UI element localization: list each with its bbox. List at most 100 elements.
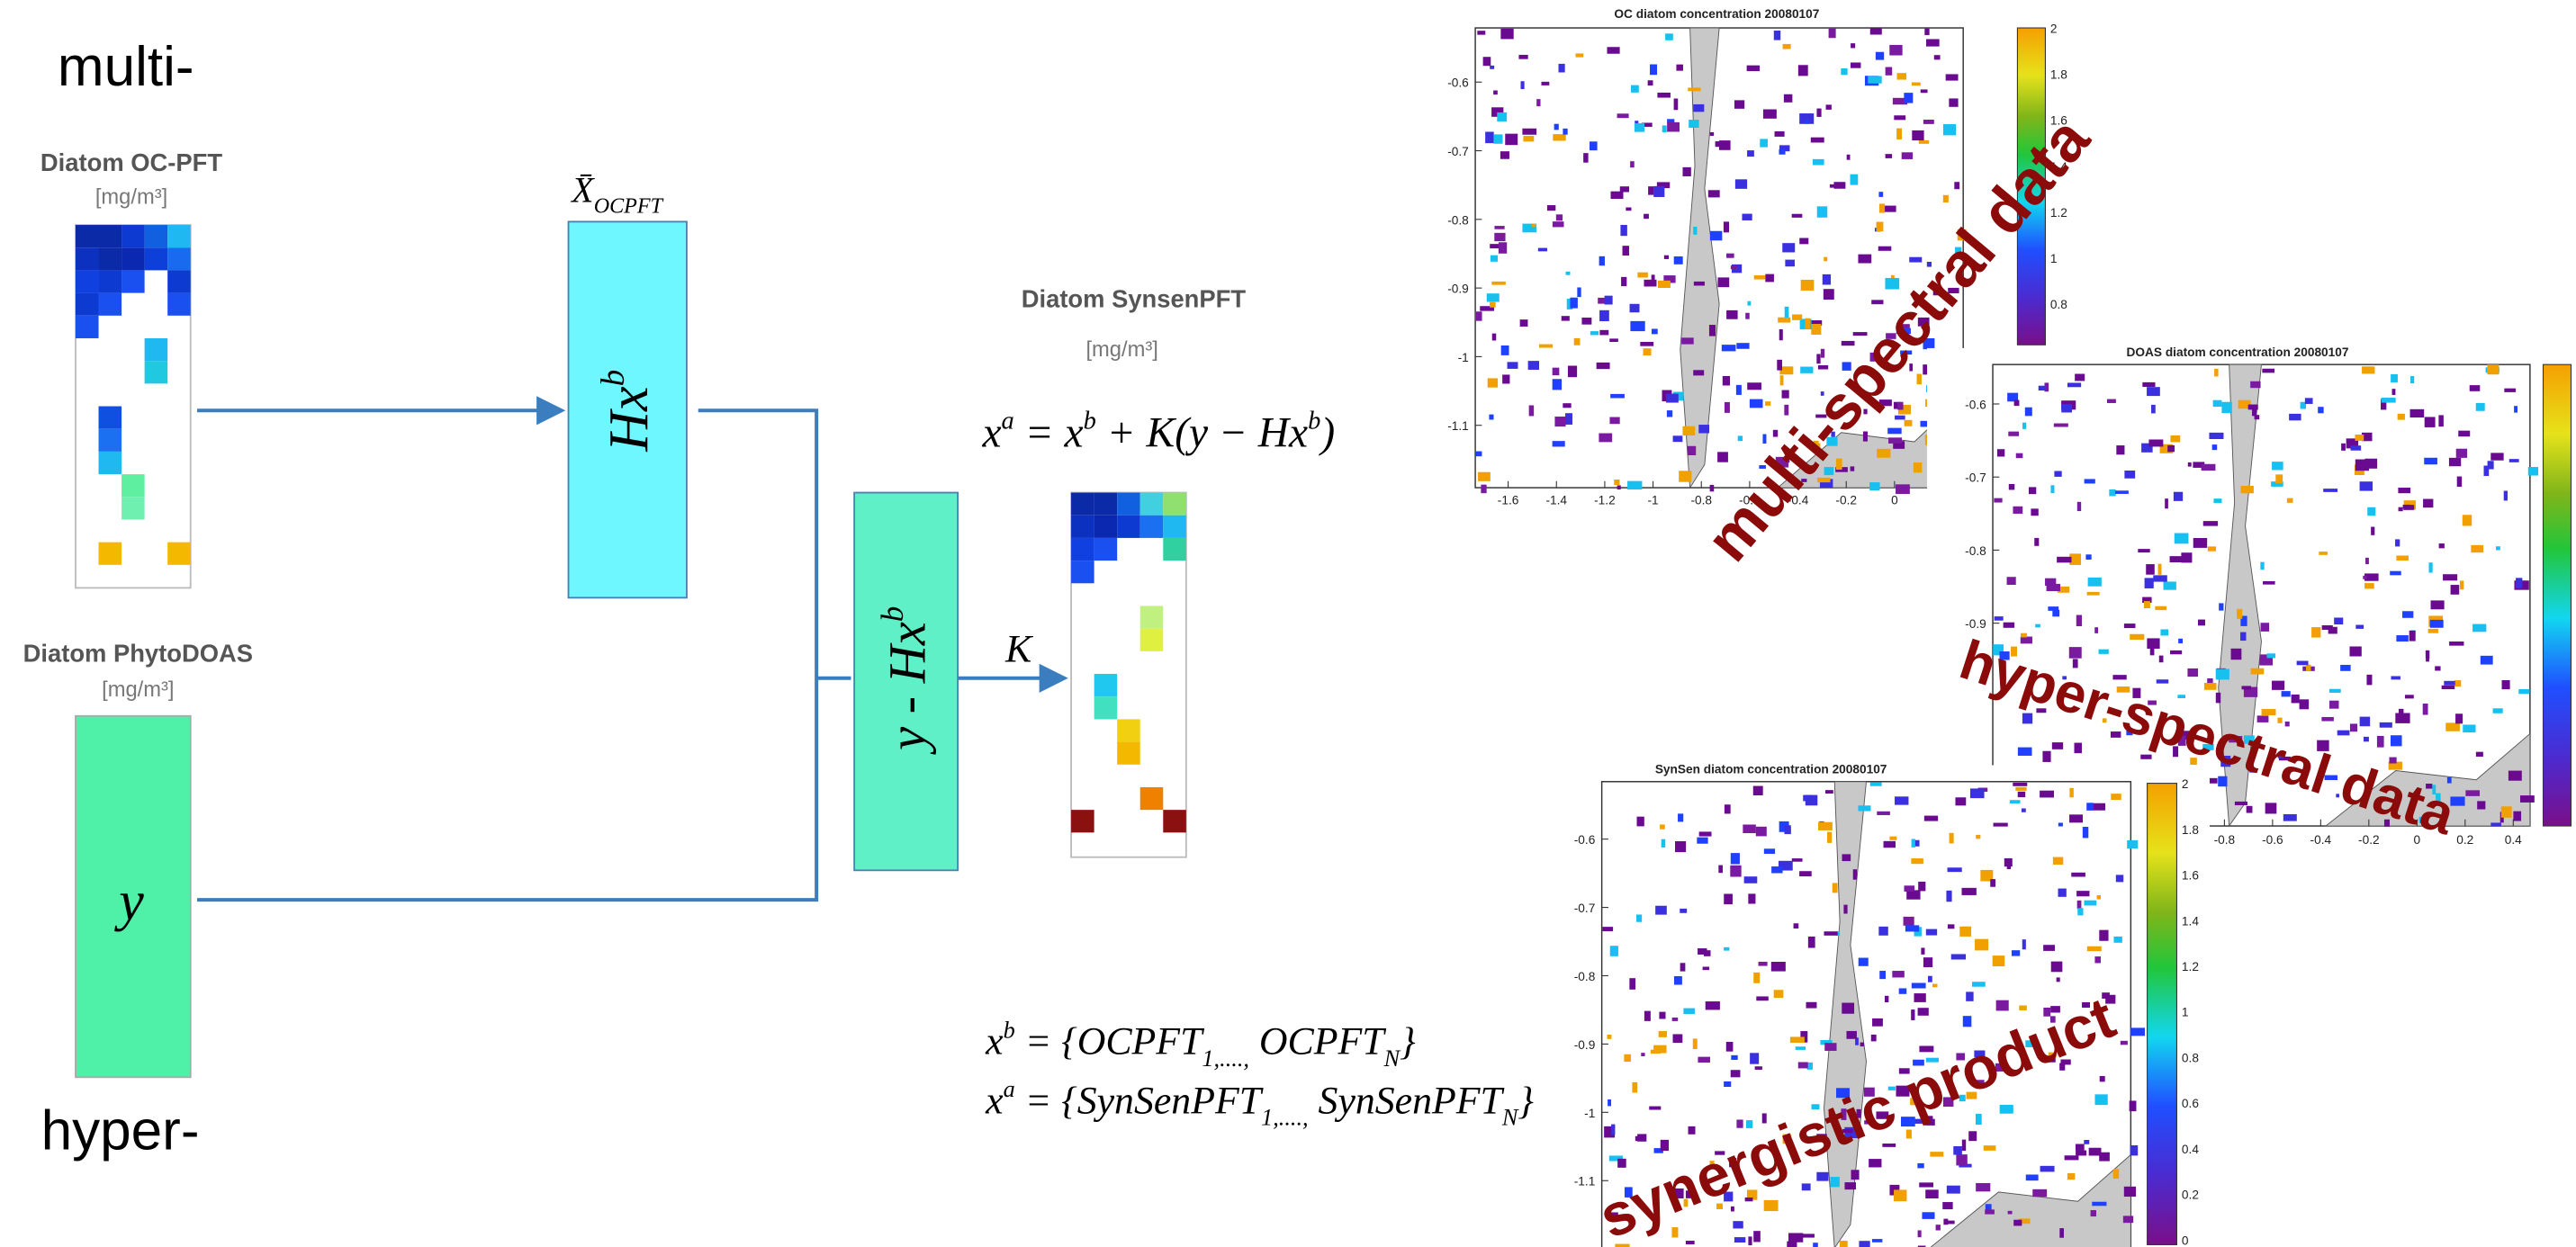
map-pixel: [1704, 950, 1711, 956]
panel-title: Diatom PhytoDOAS: [23, 640, 253, 668]
map-pixel: [1489, 301, 1496, 308]
map-pixel: [2397, 413, 2405, 420]
map-pixel: [1825, 104, 1832, 110]
map-pixel: [2402, 611, 2414, 618]
map-pixel: [1971, 1080, 1985, 1086]
map-pixel: [2324, 775, 2338, 781]
map-pixel: [1715, 1151, 1725, 1155]
map-pixel: [1895, 796, 1909, 805]
map-pixel: [1660, 824, 1665, 830]
map-pixel: [1913, 1059, 1924, 1066]
map-pixel: [2516, 578, 2523, 588]
map-pixel: [2109, 489, 2116, 497]
colorbar-label: 0.2: [2182, 1189, 2199, 1202]
map-pixel: [1749, 399, 1763, 408]
map-pixel: [1911, 82, 1921, 86]
map-pixel: [1680, 963, 1686, 972]
map-pixel: [1870, 1034, 1877, 1042]
map-pixel: [2304, 398, 2313, 404]
map-pixel: [2336, 794, 2340, 798]
map-pixel: [2067, 382, 2082, 388]
map-pixel: [2443, 574, 2458, 581]
map-pixel: [2050, 961, 2063, 973]
grid-cell: [75, 315, 99, 338]
map-pixel: [1878, 192, 1884, 197]
grid-cell: [75, 225, 99, 248]
map-pixel: [1541, 81, 1550, 85]
map-pixel: [2349, 646, 2362, 657]
map-pixel: [2379, 722, 2392, 728]
map-pixel: [1813, 443, 1821, 450]
map-pixel: [1835, 931, 1841, 936]
map-pixel: [2508, 459, 2519, 462]
map-pixel: [1999, 651, 2010, 660]
map-pixel: [1698, 831, 1712, 837]
map-pixel: [1831, 431, 1835, 437]
map-pixel: [2170, 435, 2181, 443]
math-part: 1,....,: [1202, 1045, 1249, 1072]
map-pixel: [1816, 354, 1821, 364]
map-pixel: [1779, 148, 1786, 155]
map-pixel: [1816, 1171, 1829, 1181]
map-pixel: [2007, 392, 2019, 402]
map-pixel: [2147, 387, 2160, 397]
grid-cell: [1139, 492, 1164, 516]
map-pixel: [1784, 404, 1789, 416]
map-pixel: [2147, 638, 2160, 649]
map-pixel: [1897, 401, 1904, 410]
map-pixel: [2496, 546, 2500, 551]
y-tick-label: -0.7: [1965, 471, 1986, 485]
colorbar-label: 2: [2050, 22, 2058, 36]
map-pixel: [2367, 507, 2376, 516]
map-pixel: [2110, 731, 2121, 738]
map-pixel: [1689, 120, 1699, 128]
map-pixel: [1822, 274, 1832, 285]
map-pixel: [1552, 379, 1563, 390]
map-pixel: [1852, 869, 1858, 880]
map-pixel: [1832, 883, 1838, 893]
map-pixel: [2042, 750, 2051, 762]
map-pixel: [2450, 796, 2465, 806]
map-pixel: [1812, 158, 1824, 166]
map-pixel: [2455, 448, 2468, 458]
map-pixel: [1656, 182, 1671, 189]
map-pixel: [1505, 133, 1518, 146]
map-pixel: [1608, 1099, 1612, 1107]
grid-cell: [167, 270, 191, 293]
map-pixel: [2013, 399, 2020, 407]
map-pixel: [1816, 108, 1822, 117]
map-pixel: [2211, 444, 2218, 451]
map-pixel: [1905, 1129, 1912, 1139]
map-pixel: [2148, 700, 2157, 705]
map-pixel: [2365, 557, 2369, 565]
math-part: x: [982, 409, 1002, 456]
grid-cell: [144, 225, 168, 248]
math-part: }: [1518, 1079, 1534, 1122]
map-pixel: [1917, 1008, 1929, 1016]
y-tick-label: -0.8: [1965, 544, 1986, 558]
map-pixel: [1877, 448, 1891, 458]
map-pixel: [2424, 417, 2436, 427]
map-pixel: [1875, 51, 1885, 60]
map-pixel: [1871, 1239, 1883, 1243]
map-pixel: [1682, 426, 1696, 436]
map-pixel: [2260, 623, 2270, 632]
y-tick-label: -0.8: [1574, 970, 1596, 983]
grid-cell: [167, 292, 191, 316]
map-pixel: [2022, 713, 2033, 724]
map-pixel: [2099, 1152, 2110, 1162]
map-pixel: [1761, 1113, 1767, 1124]
map-pixel: [1942, 1202, 1953, 1210]
map-pixel: [1926, 262, 1932, 267]
map-pixel: [1577, 287, 1581, 298]
map-pixel: [1950, 954, 1967, 960]
math-part: + K(y − Hx: [1096, 409, 1308, 456]
land: [1930, 1153, 2131, 1247]
map-pixel: [1632, 1081, 1638, 1093]
map-pixel: [2390, 735, 2402, 747]
map-pixel: [2116, 445, 2125, 455]
map-pixel: [2390, 570, 2401, 576]
map-pixel: [1779, 375, 1784, 386]
map-pixel: [1634, 122, 1645, 132]
map-pixel: [1717, 452, 1728, 462]
